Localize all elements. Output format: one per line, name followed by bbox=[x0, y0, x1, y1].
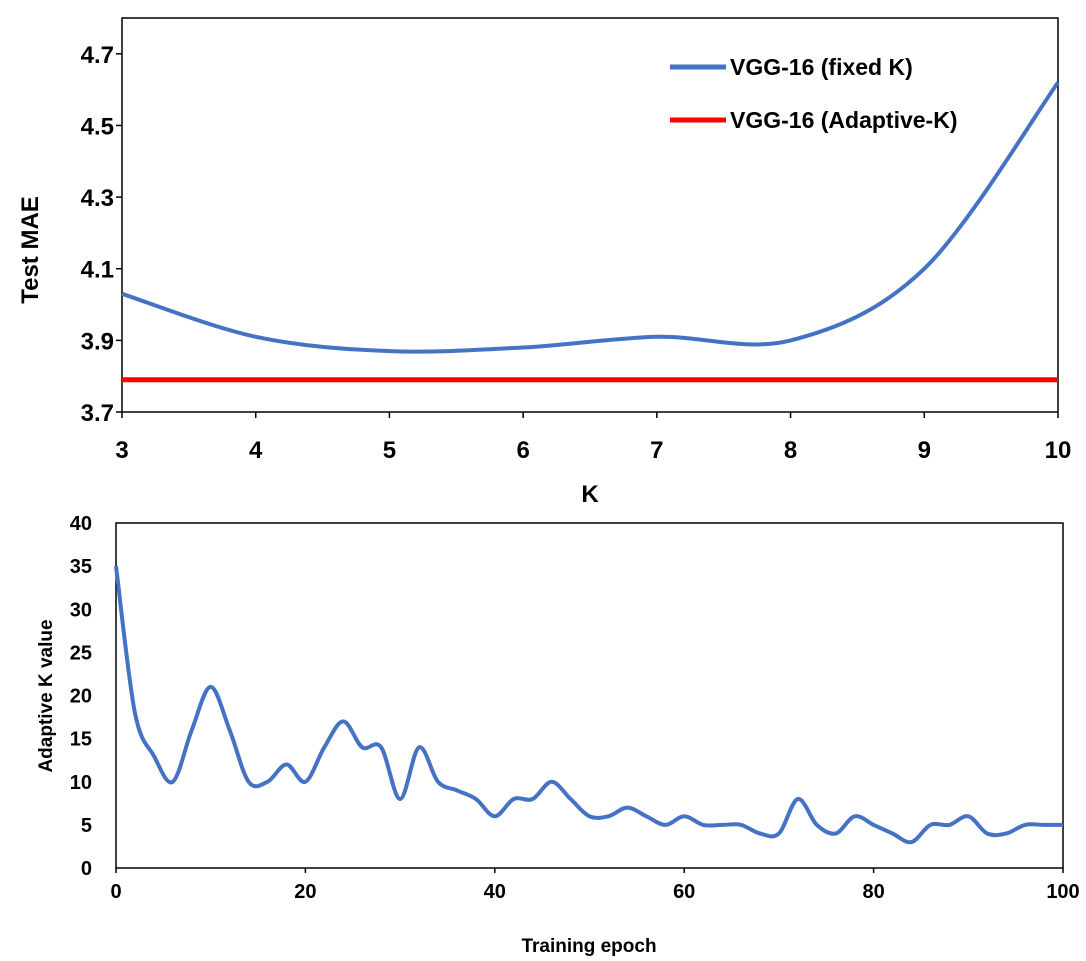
top-x-tick-label: 4 bbox=[249, 437, 263, 464]
bottom-x-tick-label: 100 bbox=[1046, 881, 1079, 903]
top-y-tick-label: 3.7 bbox=[81, 400, 114, 427]
top-y-tick-label: 3.9 bbox=[81, 328, 114, 355]
top-x-tick-label: 8 bbox=[784, 437, 797, 464]
bottom-y-tick-label: 25 bbox=[70, 642, 92, 664]
top-x-tick-label: 3 bbox=[115, 437, 128, 464]
top-x-tick-label: 5 bbox=[383, 437, 396, 464]
series-fixed-k-line bbox=[121, 81, 1060, 354]
top-x-tick-label: 7 bbox=[650, 437, 663, 464]
bottom-y-tick-label: 0 bbox=[81, 858, 92, 880]
series-adaptive-k-value-line bbox=[114, 565, 1063, 845]
bottom-y-tick-label: 10 bbox=[70, 772, 92, 794]
bottom-x-axis-title: Training epoch bbox=[521, 936, 656, 957]
bottom-y-tick-label: 40 bbox=[70, 513, 92, 535]
top-y-axis-title: Test MAE bbox=[17, 196, 44, 304]
bottom-y-axis-title: Adaptive K value bbox=[36, 619, 57, 772]
bottom-chart: Training epoch Adaptive K value 0 5 10 15 20… bbox=[36, 513, 1080, 957]
bottom-x-tick-label: 60 bbox=[673, 881, 695, 903]
top-chart: K Test MAE 3.7 3.9 4.1 4.3 4.5 4.7 3 4 5 6 7 8 9 10 VG… bbox=[17, 17, 1072, 508]
bottom-x-tick-label: 20 bbox=[294, 881, 316, 903]
bottom-plot-frame bbox=[115, 522, 1064, 869]
bottom-x-tick-label: 80 bbox=[862, 881, 884, 903]
bottom-y-tick-label: 20 bbox=[70, 686, 92, 708]
top-y-tick-label: 4.1 bbox=[81, 257, 114, 284]
top-x-tick-label: 6 bbox=[516, 437, 529, 464]
bottom-y-tick-label: 5 bbox=[81, 815, 92, 837]
bottom-y-tick-label: 35 bbox=[70, 556, 92, 578]
top-y-tick-label: 4.5 bbox=[81, 113, 114, 140]
top-x-tick-label: 9 bbox=[918, 437, 931, 464]
legend-label: VGG-16 (Adaptive-K) bbox=[730, 107, 957, 133]
bottom-x-tick-label: 40 bbox=[484, 881, 506, 903]
top-plot-frame bbox=[121, 17, 1059, 413]
top-y-tick-label: 4.3 bbox=[81, 185, 114, 212]
top-y-tick-label: 4.7 bbox=[81, 42, 114, 69]
bottom-x-tick-label: 0 bbox=[110, 881, 121, 903]
top-x-tick-label: 10 bbox=[1045, 437, 1072, 464]
bottom-y-tick-label: 30 bbox=[70, 599, 92, 621]
legend-label: VGG-16 (fixed K) bbox=[730, 54, 913, 80]
top-legend: VGG-16 (fixed K) VGG-16 (Adaptive-K) bbox=[670, 54, 957, 133]
bottom-y-tick-label: 15 bbox=[70, 729, 92, 751]
top-x-axis-title: K bbox=[581, 481, 599, 508]
